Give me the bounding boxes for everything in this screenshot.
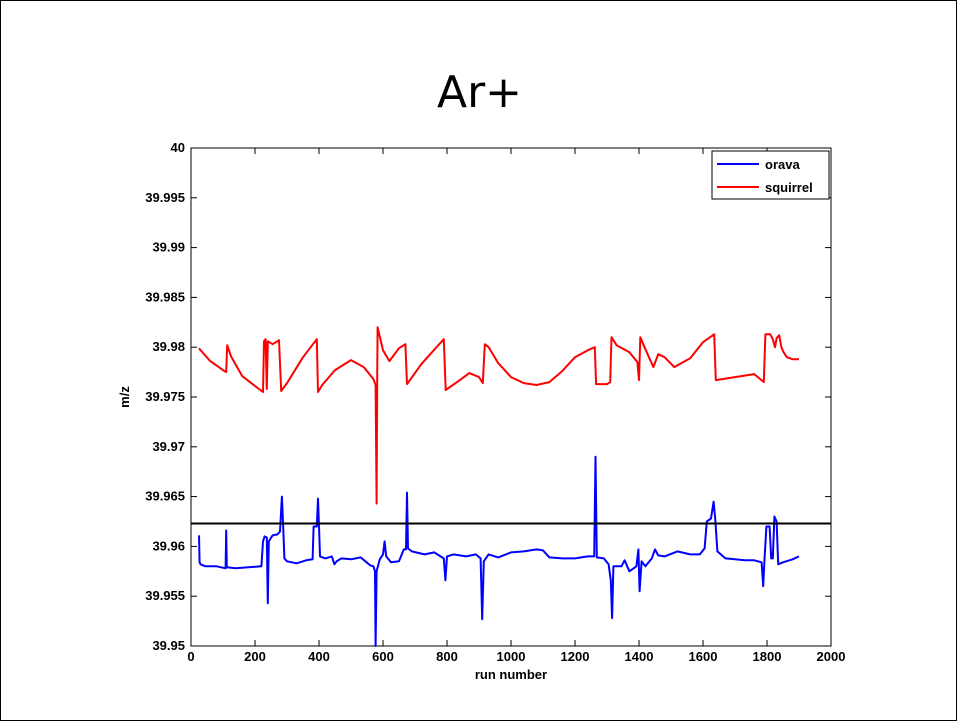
series-layer <box>191 326 831 647</box>
y-tick-label: 39.98 <box>152 339 185 354</box>
y-ticks: 39.95 39.955 39.96 39.965 39.97 39.975 39.98 39… <box>145 140 831 653</box>
x-tick-label: 2000 <box>817 649 846 664</box>
y-axis-label: m/z <box>117 386 132 408</box>
legend: orava squirrel <box>711 150 830 200</box>
y-tick-label: 39.985 <box>145 289 185 304</box>
x-tick-label: 1400 <box>625 649 654 664</box>
y-tick-label: 39.995 <box>145 190 185 205</box>
x-tick-label: 0 <box>187 649 194 664</box>
y-tick-label: 39.99 <box>152 240 185 255</box>
legend-box <box>711 150 830 200</box>
x-tick-label: 200 <box>244 649 266 664</box>
legend-label-orava: orava <box>765 157 800 172</box>
y-tick-label: 39.975 <box>145 389 185 404</box>
y-tick-label: 39.95 <box>152 638 185 653</box>
y-tick-label: 39.955 <box>145 588 185 603</box>
x-tick-label: 1600 <box>689 649 718 664</box>
y-tick-label: 39.96 <box>152 538 185 553</box>
x-tick-label: 800 <box>436 649 458 664</box>
plot-area <box>190 147 832 647</box>
x-axis-label: run number <box>475 667 547 682</box>
x-tick-label: 1000 <box>497 649 526 664</box>
legend-label-squirrel: squirrel <box>765 180 813 195</box>
series-line-squirrel <box>198 326 799 505</box>
x-tick-label: 1800 <box>753 649 782 664</box>
x-ticks: 0 200 400 600 800 1000 1200 1400 1600 1800 2000 <box>187 148 845 664</box>
x-tick-label: 600 <box>372 649 394 664</box>
y-tick-label: 39.97 <box>152 439 185 454</box>
y-tick-label: 39.965 <box>145 489 185 504</box>
x-tick-label: 1200 <box>561 649 590 664</box>
y-tick-label: 40 <box>171 140 185 155</box>
slide-title: Ar+ <box>436 67 523 118</box>
x-tick-label: 400 <box>308 649 330 664</box>
series-line-orava <box>198 455 800 647</box>
